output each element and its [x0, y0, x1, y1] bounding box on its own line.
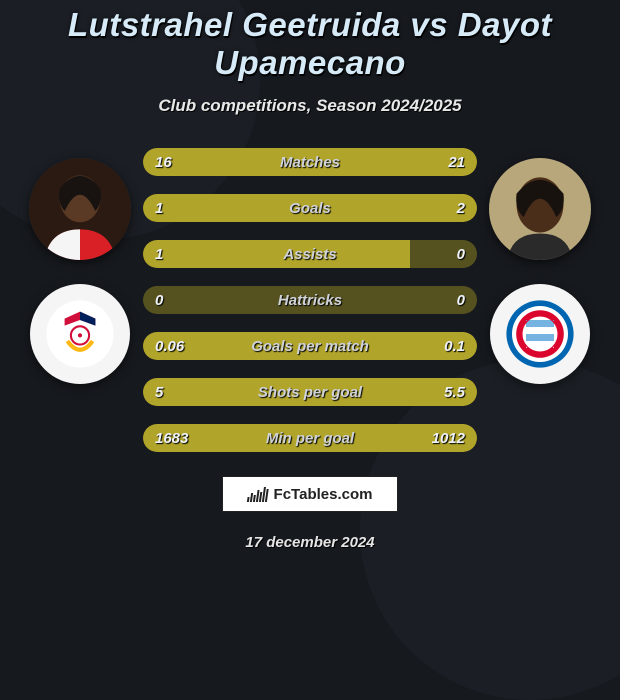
stat-row: 55.5Shots per goal	[143, 378, 477, 406]
stat-row: 10Assists	[143, 240, 477, 268]
stat-value-left: 0.06	[155, 338, 184, 355]
stat-bar-left-fill	[143, 378, 303, 406]
footer-brand-rest: Tables.com	[291, 486, 372, 503]
stat-value-left: 1683	[155, 430, 188, 447]
stat-label: Hattricks	[143, 292, 477, 309]
stat-bar-right-fill	[253, 194, 477, 222]
stat-row: 0.060.1Goals per match	[143, 332, 477, 360]
stat-value-left: 1	[155, 246, 163, 263]
right-player-column	[485, 148, 595, 384]
stat-row: 16831012Min per goal	[143, 424, 477, 452]
stat-row: 12Goals	[143, 194, 477, 222]
right-club-badge	[490, 284, 590, 384]
stat-value-right: 21	[448, 154, 465, 171]
stat-value-right: 0.1	[444, 338, 465, 355]
footer-brand-bold: Fc	[274, 486, 292, 503]
page-title: Lutstrahel Geetruida vs Dayot Upamecano	[0, 0, 620, 82]
stat-value-right: 0	[457, 246, 465, 263]
footer-brand-logo: FcTables.com	[222, 476, 398, 512]
fctables-bars-icon	[246, 486, 268, 502]
stat-bar-left-fill	[143, 240, 410, 268]
left-club-badge	[30, 284, 130, 384]
stat-value-right: 0	[457, 292, 465, 309]
stat-value-left: 16	[155, 154, 172, 171]
stat-bars: 1621Matches12Goals10Assists00Hattricks0.…	[135, 148, 485, 452]
left-player-avatar	[29, 158, 131, 260]
stat-value-right: 5.5	[444, 384, 465, 401]
page-subtitle: Club competitions, Season 2024/2025	[0, 96, 620, 116]
stat-row: 1621Matches	[143, 148, 477, 176]
stat-value-left: 0	[155, 292, 163, 309]
stat-value-right: 1012	[432, 430, 465, 447]
right-player-avatar	[489, 158, 591, 260]
stat-value-left: 1	[155, 200, 163, 217]
stat-value-left: 5	[155, 384, 163, 401]
left-player-column	[25, 148, 135, 384]
stat-value-right: 2	[457, 200, 465, 217]
stat-row: 0 0Hattricks	[143, 286, 477, 314]
comparison-chart: 1621Matches12Goals10Assists00Hattricks0.…	[0, 148, 620, 452]
footer-brand-text: FcTables.com	[274, 486, 373, 503]
footer-date: 17 december 2024	[0, 534, 620, 551]
